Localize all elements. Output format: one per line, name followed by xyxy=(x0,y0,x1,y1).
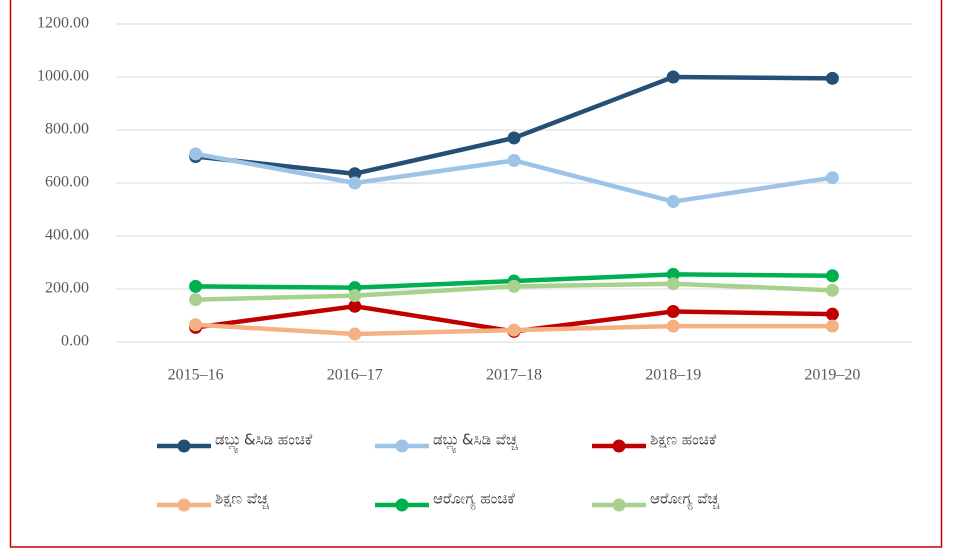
x-tick-label: 2016–17 xyxy=(327,367,383,384)
series-point xyxy=(348,299,362,313)
legend-label: ಡಬ್ಲ್ಯು&ಸಿಡಿ ಹಂಚಿಕೆ xyxy=(215,431,313,454)
series-point xyxy=(348,176,362,190)
legend-swatch-point xyxy=(177,439,191,453)
series-point xyxy=(189,318,203,332)
x-tick-label: 2015–16 xyxy=(168,367,224,384)
y-tick-label: 1200.00 xyxy=(37,15,89,32)
legend-label: ಶಿಕ್ಷಣ ಹಂಚಿಕೆ xyxy=(650,431,717,449)
series-point xyxy=(348,289,362,303)
series-point xyxy=(189,279,203,293)
y-tick-label: 800.00 xyxy=(45,121,89,138)
legend: ಡಬ್ಲ್ಯು&ಸಿಡಿ ಹಂಚಿಕೆ ಡಬ್ಲ್ಯು&ಸಿಡಿ ವೆಚ್ಚ ಶಿಕ… xyxy=(157,431,720,512)
y-tick-label: 600.00 xyxy=(45,174,89,191)
series-point xyxy=(189,147,203,161)
series-point xyxy=(666,305,680,319)
series-point xyxy=(825,319,839,333)
plot-area: 0.00 200.00 400.00 600.00 800.00 1000.00 1200.… xyxy=(37,15,912,384)
series-point xyxy=(666,70,680,84)
x-tick-label: 2017–18 xyxy=(486,367,542,384)
series-point xyxy=(507,323,521,337)
series-point xyxy=(666,319,680,333)
y-tick-label: 200.00 xyxy=(45,280,89,297)
legend-swatch-point xyxy=(395,498,409,512)
series-point xyxy=(825,307,839,321)
series-point xyxy=(666,277,680,291)
legend-swatch-point xyxy=(612,498,626,512)
series-point xyxy=(825,269,839,283)
y-tick-label: 1000.00 xyxy=(37,68,89,85)
legend-swatch-point xyxy=(612,439,626,453)
legend-label: ಶಿಕ್ಷಣ ವೆಚ್ಚ xyxy=(215,490,269,510)
series-point xyxy=(825,171,839,185)
series-point xyxy=(507,279,521,293)
series-point xyxy=(348,327,362,341)
chart-frame xyxy=(9,0,943,548)
series-point xyxy=(825,71,839,85)
series-point xyxy=(507,153,521,167)
series-point xyxy=(507,131,521,145)
x-tick-label: 2018–19 xyxy=(645,367,701,384)
legend-swatch-point xyxy=(395,439,409,453)
series-point xyxy=(825,283,839,297)
y-tick-label: 400.00 xyxy=(45,227,89,244)
series-point xyxy=(666,195,680,209)
x-tick-label: 2019–20 xyxy=(804,367,860,384)
legend-swatch-point xyxy=(177,498,191,512)
legend-label: ಡಬ್ಲ್ಯು&ಸಿಡಿ ವೆಚ್ಚ xyxy=(433,431,518,454)
legend-label: ಆರೋಗ್ಯ ಹಂಚಿಕೆ xyxy=(433,490,515,510)
y-tick-label: 0.00 xyxy=(61,333,89,350)
legend-label: ಆರೋಗ್ಯ ವೆಚ್ಚ xyxy=(650,490,720,510)
series-point xyxy=(348,167,362,181)
series-point xyxy=(666,267,680,281)
series-point xyxy=(189,293,203,307)
